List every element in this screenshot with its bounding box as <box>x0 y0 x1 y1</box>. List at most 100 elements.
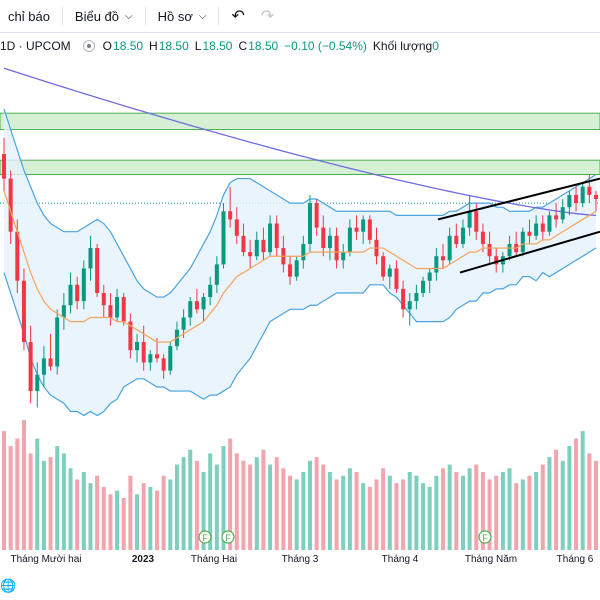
volume-bar <box>248 464 253 550</box>
volume-bar <box>281 468 286 550</box>
candle-body <box>554 215 559 220</box>
candle-body <box>427 272 432 281</box>
volume-bar <box>394 483 399 550</box>
dividend-event-icon <box>198 530 212 544</box>
low-value: 18.50 <box>202 39 233 53</box>
volume-bar <box>441 468 446 550</box>
candle-body <box>141 342 146 363</box>
volume-bar <box>381 468 386 550</box>
candle-body <box>460 227 465 244</box>
moving-average-line <box>3 190 597 343</box>
volume-bar <box>467 468 472 550</box>
volume-bar <box>221 446 226 550</box>
candle-body <box>254 239 259 257</box>
candle-body <box>314 203 319 228</box>
globe-icon[interactable]: 🌐 <box>0 578 17 593</box>
volume-bar <box>567 446 572 550</box>
volume-bar <box>28 453 33 550</box>
candle-body <box>8 178 13 232</box>
candle-body <box>214 264 219 285</box>
x-tick-label: Tháng Mười hai <box>10 554 82 565</box>
volume-bar <box>447 464 452 550</box>
x-tick-label: Tháng 3 <box>281 554 319 565</box>
candle-body <box>221 211 226 265</box>
volume-bar <box>35 438 40 550</box>
candle-body <box>48 358 53 367</box>
volume-bar <box>421 483 426 550</box>
x-tick-label: Tháng Năm <box>464 554 518 565</box>
candle-body <box>580 186 585 204</box>
volume-bar <box>148 486 153 550</box>
candle-body <box>454 235 459 244</box>
volume-bar <box>341 475 346 550</box>
chevron-down-icon: ⌵ <box>198 10 207 22</box>
volume-bar <box>347 468 352 550</box>
candle-body <box>401 288 406 310</box>
candle-body <box>507 243 512 257</box>
candle-body <box>108 305 113 318</box>
candle-body <box>587 186 592 195</box>
symbol-label[interactable]: 1D · UPCOM <box>0 39 71 53</box>
trend-channel-upper <box>437 177 600 221</box>
candle-body <box>494 256 499 265</box>
time-axis[interactable]: Tháng Mười hai 2023 Tháng Hai Tháng 3 Th… <box>0 550 600 572</box>
volume-bar <box>75 479 80 550</box>
candle-body <box>95 248 100 293</box>
volume-bar <box>201 472 206 550</box>
volume-bar <box>367 486 372 550</box>
undo-button[interactable]: ↶ <box>223 0 252 32</box>
volume-bar <box>95 475 100 550</box>
volume-bar <box>407 472 412 550</box>
volume-bar <box>434 475 439 550</box>
volume-bar <box>61 453 66 550</box>
volume-bar <box>454 472 459 550</box>
volume-bar <box>527 475 532 550</box>
volume-bar <box>374 479 379 550</box>
redo-icon: ↷ <box>260 8 275 25</box>
candle-body <box>55 317 60 367</box>
candle-body <box>594 194 598 200</box>
volume-bar <box>208 453 213 550</box>
volume-bar <box>321 464 326 550</box>
candle-body <box>307 203 312 244</box>
candle-body <box>288 264 293 277</box>
candle-body <box>2 154 6 179</box>
redo-button[interactable]: ↷ <box>253 0 282 32</box>
dividend-event-icon <box>478 530 492 544</box>
profile-menu-button[interactable]: Hồ sơ ⌵ <box>150 0 215 32</box>
candle-body <box>261 239 266 253</box>
candle-body <box>81 268 86 302</box>
candle-body <box>208 284 213 298</box>
volume-bar <box>494 475 499 550</box>
candle-body <box>188 301 193 318</box>
profile-menu-label: Hồ sơ <box>157 8 193 24</box>
candle-body <box>341 252 346 261</box>
candle-body <box>228 211 233 220</box>
volume-bar <box>154 490 159 550</box>
candle-body <box>21 280 26 343</box>
volume-bar <box>580 431 585 550</box>
event-marker-label: F <box>225 533 231 543</box>
event-marker-label: F <box>482 533 488 543</box>
candle-body <box>487 243 492 257</box>
volume-bar <box>560 460 565 550</box>
volume-bar <box>401 479 406 550</box>
top-toolbar: chỉ báo Biểu đồ ⌵ Hồ sơ ⌵ ↶ ↷ <box>0 0 600 33</box>
volume-bar <box>487 479 492 550</box>
volume-bar <box>68 468 73 550</box>
volume-bar <box>181 457 186 550</box>
indicators-button[interactable]: chỉ báo <box>0 0 58 32</box>
bollinger-lower-line <box>3 247 597 417</box>
volume-bar <box>55 446 60 550</box>
chart-menu-label: Biểu đồ <box>74 8 120 24</box>
chart-menu-button[interactable]: Biểu đồ ⌵ <box>67 0 141 32</box>
x-tick-label: Tháng 4 <box>381 554 419 565</box>
open-value: 18.50 <box>113 39 144 53</box>
volume-bar <box>121 498 126 550</box>
x-tick-label: Tháng Hai <box>190 554 238 565</box>
candle-body <box>168 346 173 371</box>
volume-bar <box>520 479 525 550</box>
volume-bar <box>427 486 432 550</box>
ma200-line <box>3 67 597 217</box>
